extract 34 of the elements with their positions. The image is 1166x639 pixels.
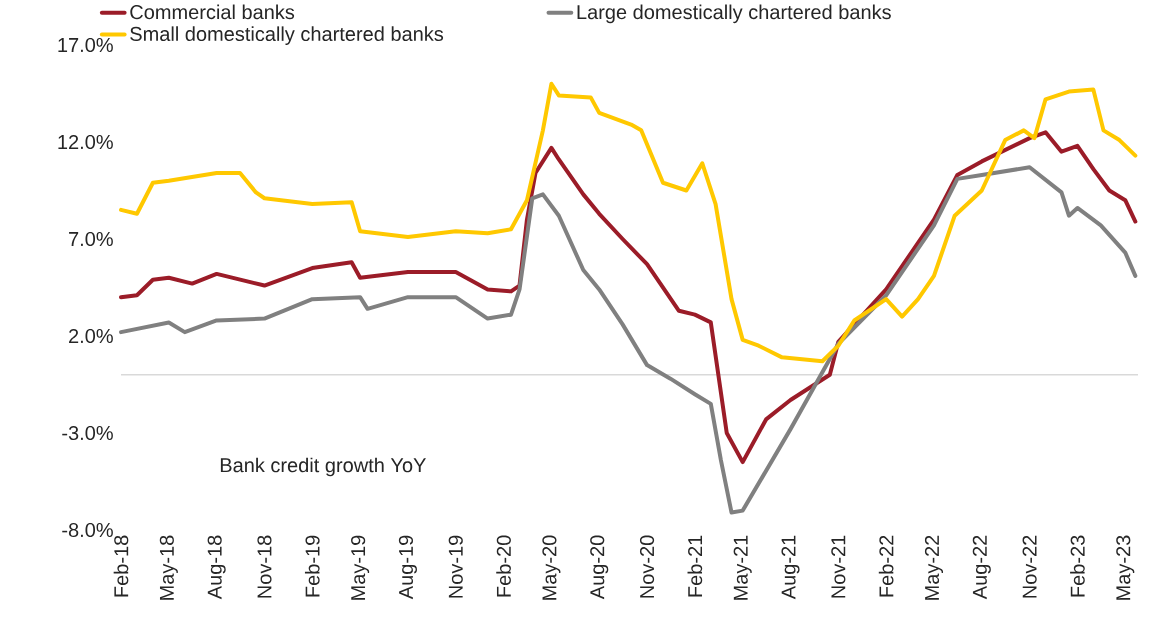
line-series (119, 165, 1138, 515)
annotation: Bank credit growth YoY (220, 457, 426, 477)
y-tick-label: 2.0% (69, 328, 113, 344)
x-tick-label: Feb-22 (878, 535, 894, 597)
legend-label: Commercial banks (130, 4, 295, 20)
x-tick-label: Nov-19 (448, 535, 463, 598)
x-tick-label: Aug-22 (972, 535, 991, 600)
x-tick-label: May-21 (733, 535, 752, 600)
x-tick-label: Nov-21 (831, 535, 846, 598)
x-tick-label: Aug-21 (781, 535, 800, 600)
x-tick-label: Nov-22 (1022, 535, 1037, 598)
x-tick-label: Feb-21 (687, 535, 703, 597)
x-tick-label: May-23 (1116, 535, 1135, 600)
x-tick-label: May-22 (924, 535, 944, 600)
x-tick-label: May-18 (159, 535, 178, 600)
x-tick-label: May-20 (542, 535, 561, 600)
x-tick-label: Aug-20 (590, 535, 609, 600)
x-tick-label: Feb-18 (113, 535, 129, 597)
x-tick-label: Aug-19 (398, 535, 417, 600)
legend-label: Large domestically chartered banks (577, 4, 891, 24)
x-tick-label: Aug-18 (207, 535, 226, 600)
line-series (119, 81, 1138, 364)
legend-label: Small domestically chartered banks (130, 26, 444, 45)
y-tick-label: 12.0% (58, 134, 113, 150)
y-tick-label: -3.0% (62, 425, 113, 441)
x-tick-label: Nov-20 (639, 535, 655, 598)
y-tick-label: 7.0% (69, 231, 113, 247)
x-tick-label: Feb-23 (1070, 535, 1085, 597)
x-tick-label: Feb-20 (496, 535, 511, 597)
x-tick-label: May-19 (351, 535, 370, 600)
y-tick-label: -8.0% (62, 522, 113, 538)
y-tick-label: 17.0% (58, 37, 113, 53)
x-tick-label: Nov-18 (257, 535, 272, 598)
x-tick-label: Feb-19 (304, 535, 320, 597)
